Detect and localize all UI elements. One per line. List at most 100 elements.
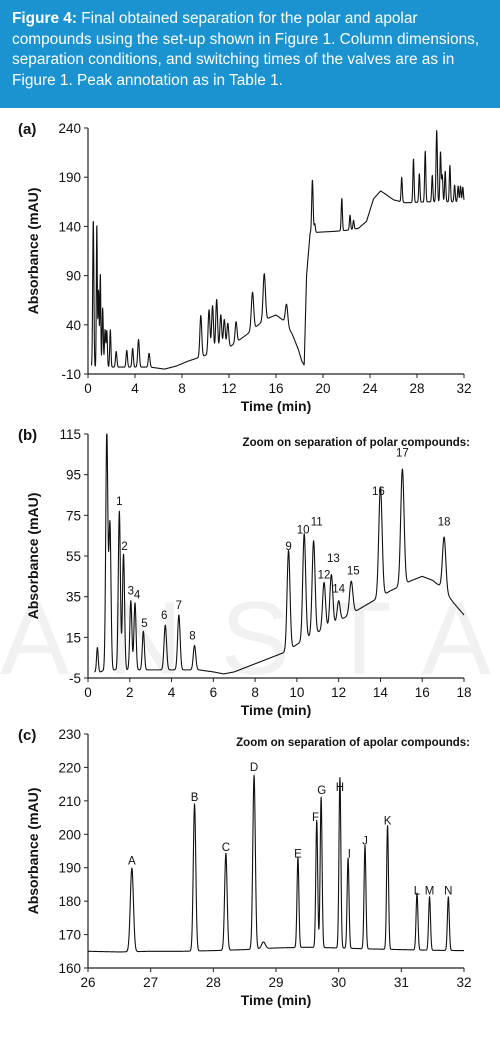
x-tick-label: 20 bbox=[315, 381, 330, 396]
x-tick-label: 12 bbox=[331, 685, 346, 700]
y-tick-label: 210 bbox=[58, 794, 81, 809]
peak-label: 17 bbox=[396, 447, 409, 459]
y-tick-label: 35 bbox=[66, 590, 81, 605]
y-tick-label: 75 bbox=[66, 508, 81, 523]
caption-lead: Figure 4: bbox=[12, 10, 77, 27]
x-tick-label: 32 bbox=[456, 381, 471, 396]
x-tick-label: 27 bbox=[143, 975, 158, 990]
x-tick-label: 26 bbox=[80, 975, 95, 990]
x-tick-label: 4 bbox=[168, 685, 176, 700]
x-tick-label: 16 bbox=[268, 381, 283, 396]
peak-label: B bbox=[191, 792, 199, 804]
peak-label: 13 bbox=[327, 553, 340, 565]
y-tick-label: 180 bbox=[58, 894, 81, 909]
x-tick-label: 18 bbox=[456, 685, 471, 700]
chart-panel-a: (a) -10 40 90 140 190 240 0 4 8 12 16 20 24 28 32 Time (… bbox=[0, 110, 500, 420]
peak-label: G bbox=[317, 785, 326, 797]
x-tick-label: 28 bbox=[206, 975, 221, 990]
peak-label: 18 bbox=[438, 517, 451, 529]
peak-label: 8 bbox=[189, 630, 195, 642]
peak-label: I bbox=[348, 849, 351, 861]
peak-label: 6 bbox=[161, 610, 167, 622]
x-tick-label: 16 bbox=[415, 685, 430, 700]
y-tick-label: 230 bbox=[58, 727, 81, 742]
y-tick-label: -5 bbox=[69, 671, 81, 686]
y-axis-label-c: Absorbance (mAU) bbox=[25, 788, 41, 915]
x-tick-label: 8 bbox=[178, 381, 186, 396]
x-tick-label: 32 bbox=[456, 975, 471, 990]
chart-title-b: Zoom on separation of polar compounds: bbox=[243, 437, 470, 449]
y-tick-label: 170 bbox=[58, 928, 81, 943]
y-tick-label: 95 bbox=[66, 468, 81, 483]
x-tick-label: 24 bbox=[362, 381, 378, 396]
chart-a-svg: (a) -10 40 90 140 190 240 0 4 8 12 16 20 24 28 32 Time (… bbox=[18, 121, 472, 414]
peak-label: H bbox=[336, 782, 344, 794]
peak-label: 4 bbox=[134, 590, 141, 602]
x-axis-label-b: Time (min) bbox=[241, 702, 312, 718]
x-tick-label: 8 bbox=[251, 685, 259, 700]
y-tick-label: 200 bbox=[58, 827, 81, 842]
x-tick-label: 28 bbox=[409, 381, 424, 396]
y-tick-label: 115 bbox=[59, 427, 81, 442]
peak-label: F bbox=[312, 812, 319, 824]
y-tick-label: 220 bbox=[58, 760, 81, 775]
peak-label: M bbox=[425, 885, 435, 897]
caption-body: Final obtained separation for the polar … bbox=[12, 10, 480, 89]
x-tick-label: 0 bbox=[84, 685, 92, 700]
peak-label: 12 bbox=[318, 569, 331, 581]
peak-label: 9 bbox=[285, 541, 291, 553]
x-tick-label: 4 bbox=[131, 381, 139, 396]
caption-text: Figure 4: Final obtained separation for … bbox=[12, 9, 488, 91]
y-tick-label: 190 bbox=[58, 861, 81, 876]
y-tick-label: 40 bbox=[66, 318, 81, 333]
y-tick-label: 55 bbox=[66, 549, 81, 564]
peak-label: A bbox=[128, 855, 136, 867]
y-tick-label: 160 bbox=[58, 961, 81, 976]
peak-label: K bbox=[384, 815, 392, 827]
y-tick-label: -10 bbox=[61, 367, 81, 382]
y-axis-label-a: Absorbance (mAU) bbox=[25, 188, 41, 315]
x-tick-label: 30 bbox=[331, 975, 346, 990]
x-tick-label: 0 bbox=[84, 381, 92, 396]
peak-label: C bbox=[222, 842, 230, 854]
x-tick-label: 31 bbox=[394, 975, 409, 990]
peak-label: 7 bbox=[176, 600, 182, 612]
chromatogram-trace-c bbox=[88, 774, 465, 953]
y-tick-label: 90 bbox=[66, 269, 81, 284]
peak-label: N bbox=[444, 885, 452, 897]
peak-label: 3 bbox=[128, 586, 134, 598]
x-tick-label: 2 bbox=[126, 685, 134, 700]
x-axis-label-c: Time (min) bbox=[241, 992, 312, 1008]
peak-label: E bbox=[294, 849, 302, 861]
chart-title-c: Zoom on separation of apolar compounds: bbox=[236, 737, 470, 749]
peak-label: J bbox=[362, 835, 368, 847]
peak-label: 1 bbox=[116, 496, 122, 508]
chart-panel-c: (c) Zoom on separation of apolar compound… bbox=[0, 720, 500, 1040]
figure-caption: Figure 4: Final obtained separation for … bbox=[0, 0, 500, 108]
panel-label-a: (a) bbox=[18, 121, 36, 138]
chart-c-svg: (c) Zoom on separation of apolar compound… bbox=[18, 727, 472, 1008]
chromatogram-trace-a bbox=[90, 130, 465, 370]
peak-label: 15 bbox=[347, 565, 360, 577]
x-tick-label: 12 bbox=[221, 381, 236, 396]
panel-label-c: (c) bbox=[18, 727, 36, 744]
peak-label: 11 bbox=[311, 517, 323, 529]
x-tick-label: 10 bbox=[289, 685, 304, 700]
y-tick-label: 190 bbox=[58, 170, 81, 185]
x-axis-label-a: Time (min) bbox=[241, 398, 312, 414]
chromatogram-trace-b bbox=[93, 433, 465, 675]
x-tick-label: 14 bbox=[373, 685, 389, 700]
x-tick-label: 29 bbox=[268, 975, 283, 990]
peak-label: L bbox=[414, 885, 421, 897]
peak-label: D bbox=[250, 762, 258, 774]
y-tick-label: 140 bbox=[58, 219, 81, 234]
peak-label: 16 bbox=[372, 486, 385, 498]
chart-panel-b: (b) Zoom on separation of polar compounds… bbox=[0, 420, 500, 720]
y-tick-label: 240 bbox=[58, 121, 81, 136]
peak-label: 2 bbox=[121, 541, 127, 553]
x-tick-label: 6 bbox=[210, 685, 218, 700]
peak-label: 5 bbox=[141, 618, 147, 630]
peak-label: 14 bbox=[332, 584, 345, 596]
panel-label-b: (b) bbox=[18, 427, 37, 444]
y-axis-label-b: Absorbance (mAU) bbox=[25, 493, 41, 620]
